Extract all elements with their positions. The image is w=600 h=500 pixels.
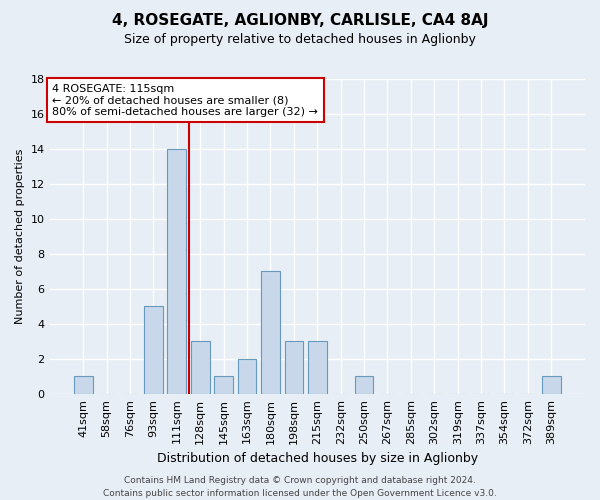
Bar xyxy=(284,342,303,394)
Text: 4, ROSEGATE, AGLIONBY, CARLISLE, CA4 8AJ: 4, ROSEGATE, AGLIONBY, CARLISLE, CA4 8AJ xyxy=(112,12,488,28)
Bar xyxy=(144,306,163,394)
Bar xyxy=(74,376,92,394)
Text: Contains HM Land Registry data © Crown copyright and database right 2024.
Contai: Contains HM Land Registry data © Crown c… xyxy=(103,476,497,498)
Bar xyxy=(214,376,233,394)
X-axis label: Distribution of detached houses by size in Aglionby: Distribution of detached houses by size … xyxy=(157,452,478,465)
Bar xyxy=(238,359,256,394)
Bar xyxy=(261,272,280,394)
Text: Size of property relative to detached houses in Aglionby: Size of property relative to detached ho… xyxy=(124,32,476,46)
Bar xyxy=(308,342,326,394)
Text: 4 ROSEGATE: 115sqm
← 20% of detached houses are smaller (8)
80% of semi-detached: 4 ROSEGATE: 115sqm ← 20% of detached hou… xyxy=(52,84,318,117)
Bar xyxy=(167,149,186,394)
Y-axis label: Number of detached properties: Number of detached properties xyxy=(15,148,25,324)
Bar xyxy=(355,376,373,394)
Bar xyxy=(191,342,209,394)
Bar xyxy=(542,376,560,394)
